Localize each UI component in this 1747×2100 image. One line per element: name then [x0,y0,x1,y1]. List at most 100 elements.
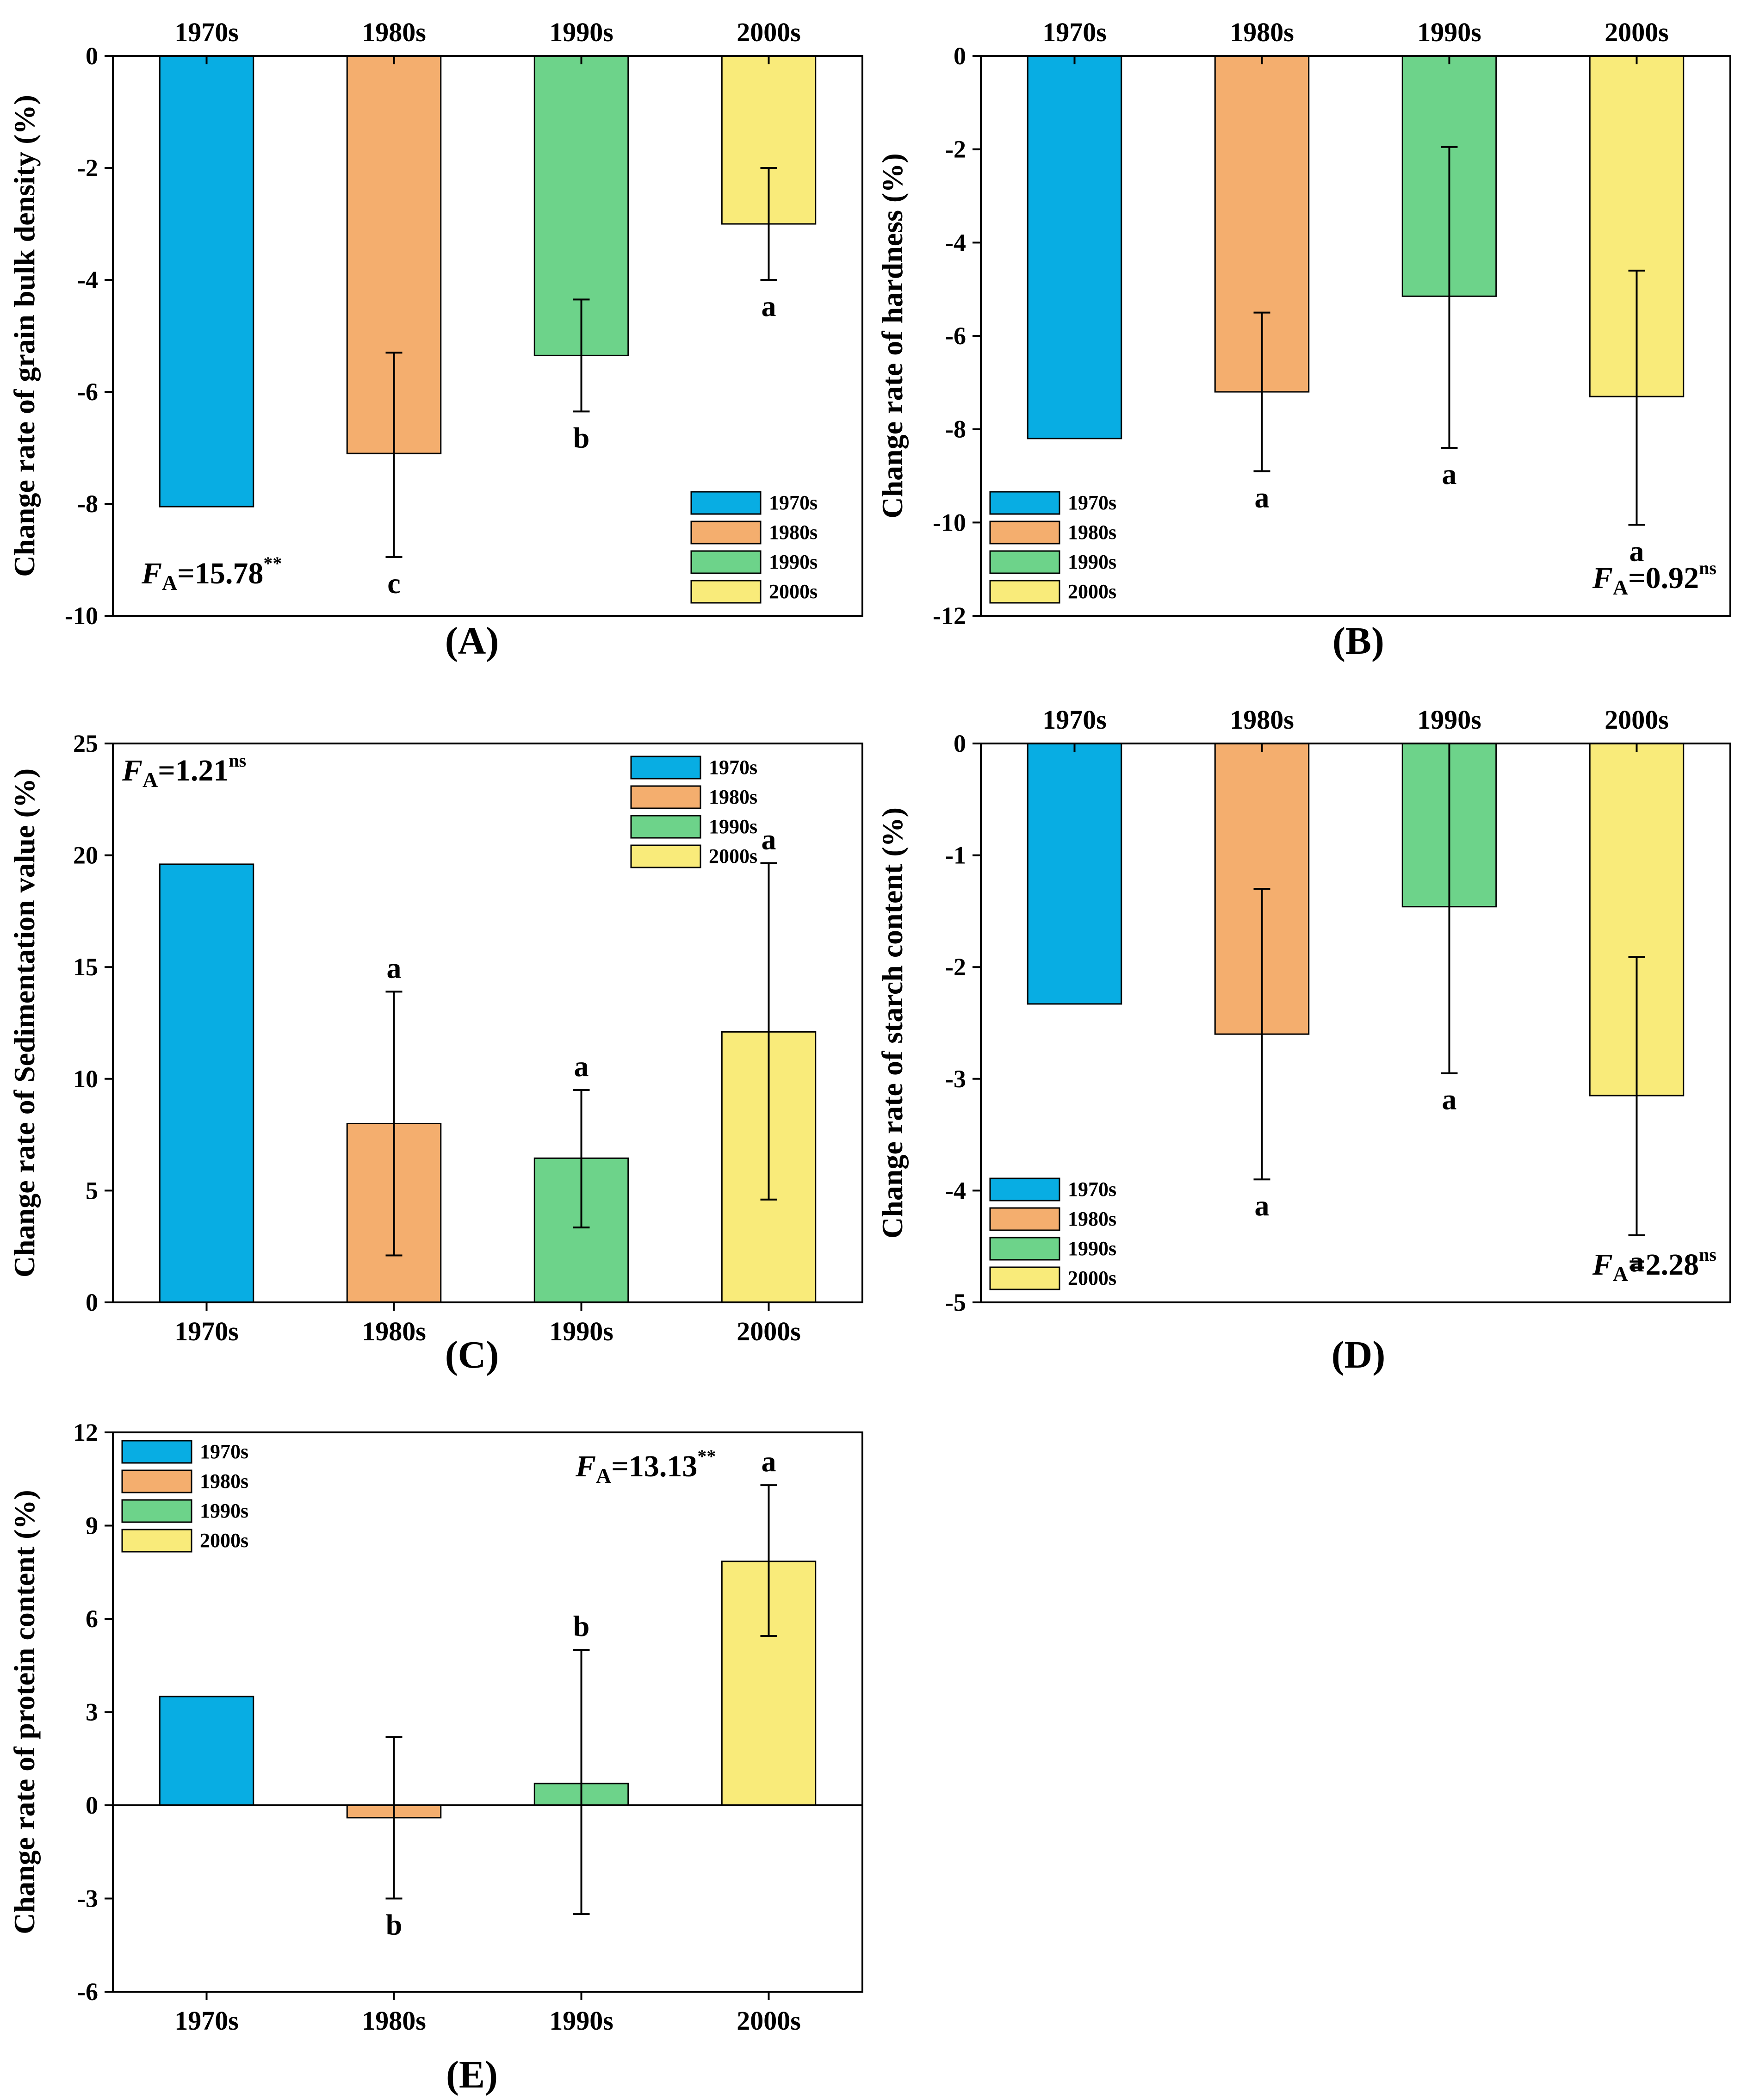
y-tick-label: -2 [945,136,966,163]
legend-swatch-1980s [630,785,701,809]
legend-label-1980s: 1980s [1068,521,1116,544]
legend-label-1990s: 1990s [1068,1237,1116,1260]
legend-label-1970s: 1970s [709,756,757,779]
y-tick-label: 25 [73,730,98,757]
significance-letter-1990s: a [1442,458,1457,490]
f-statistic: FA=0.92ns [1592,558,1716,599]
f-statistic: FA=13.13** [575,1446,716,1487]
error-bar-1980s [1253,888,1270,1181]
legend-label-2000s: 2000s [769,580,818,603]
legend-swatch-1980s [989,1207,1060,1231]
significance-letter-1980s: a [387,951,402,984]
legend-label-1990s: 1990s [709,815,757,838]
chart-panel-A: c b a 0 -2 -4 -6 -8 -10 1970s 1980s 1990s 2000s Chang… [8,17,863,663]
legend-label-1970s: 1970s [1068,1178,1116,1201]
y-tick-label: -4 [945,229,966,256]
legend-swatch-1970s [121,1440,192,1464]
y-tick-label: 15 [73,953,98,981]
x-tick-label-2000s: 2000s [737,2006,801,2036]
significance-letter-2000s: a [762,823,776,856]
x-tick-label-1990s: 1990s [549,1316,613,1346]
legend: 1970s 1980s 1990s 2000s [121,1440,248,1553]
legend-label-1990s: 1990s [1068,551,1116,573]
error-bar-1990s [573,1649,590,1915]
y-tick-label: 5 [86,1177,98,1204]
y-tick-label: -10 [933,508,966,536]
significance-letter-2000s: a [1629,534,1644,567]
x-tick-label-1990s: 1990s [1417,17,1481,47]
legend-label-2000s: 2000s [1068,1267,1116,1289]
legend-swatch-1990s [989,550,1060,574]
y-tick-label: -8 [77,490,98,518]
legend-label-1980s: 1980s [769,521,818,544]
bar-1970s [1027,55,1122,440]
y-tick-label: -3 [77,1885,98,1913]
legend-swatch-1970s [690,491,762,515]
x-tick-label-1970s: 1970s [174,1316,239,1346]
legend-swatch-2000s [989,580,1060,604]
error-bar-1980s [385,352,403,558]
legend: 1970s 1980s 1990s 2000s [630,756,757,868]
x-tick-label-2000s: 2000s [1605,17,1669,47]
significance-letter-2000s: a [1629,1245,1644,1278]
x-tick-label-1990s: 1990s [549,17,613,47]
chart-panel-E: b b a -6 -3 0 3 6 9 12 1970s 1980s 1990s 2000s Change … [8,1419,863,2096]
significance-letter-1990s: a [1442,1083,1457,1116]
error-bar-2000s [760,1484,777,1637]
legend-swatch-1990s [630,815,701,839]
x-tick-label-2000s: 2000s [737,17,801,47]
x-tick-label-1990s: 1990s [1417,705,1481,735]
x-tick-label-1980s: 1980s [362,2006,426,2036]
error-bar-2000s [1628,956,1645,1237]
y-tick-label: -10 [65,602,98,630]
significance-letter-1990s: b [573,1610,590,1642]
error-bar-2000s [760,862,777,1201]
significance-letter-1980s: a [1255,481,1270,514]
plot-frame [112,55,863,617]
error-bar-1980s [385,1736,403,1900]
significance-letter-1980s: c [387,567,400,600]
error-bar-1990s [573,298,590,413]
legend-swatch-1990s [690,550,762,574]
f-statistic: FA=15.78** [141,553,282,595]
x-tick-label-1970s: 1970s [174,17,239,47]
y-tick-label: -2 [945,953,966,981]
chart-panel-B: a a a 0 -2 -4 -6 -8 -10 -12 1970s 1980s 1990s 2000s Ch… [876,17,1731,663]
y-tick-label: -8 [945,415,966,443]
y-tick-label: -12 [933,602,966,630]
legend-label-2000s: 2000s [1068,580,1116,603]
y-tick-label: 0 [86,1288,98,1316]
bar-1970s [1027,743,1122,1005]
y-tick-label: -6 [77,1978,98,2006]
y-tick-label: 0 [86,1791,98,1819]
f-statistic: FA=1.21ns [122,750,246,792]
y-tick-label: 20 [73,842,98,869]
legend-swatch-2000s [690,580,762,604]
y-tick-label: -6 [945,322,966,350]
legend: 1970s 1980s 1990s 2000s [989,491,1116,604]
x-tick-label-1980s: 1980s [362,1316,426,1346]
bar-1970s [159,55,254,508]
legend-swatch-1970s [989,491,1060,515]
y-tick-label: -2 [77,154,98,182]
panel-label: (E) [446,2053,498,2096]
x-tick-label-1980s: 1980s [362,17,426,47]
y-tick-label: 0 [86,42,98,70]
y-axis-label: Change rate of protein content (%) [8,1490,41,1934]
legend-label-1990s: 1990s [769,551,818,573]
y-tick-label: 3 [86,1698,98,1726]
x-tick-label-2000s: 2000s [737,1316,801,1346]
legend-label-1980s: 1980s [1068,1208,1116,1230]
significance-letter-1980s: a [1255,1189,1270,1222]
bar-1970s [159,1696,254,1806]
error-bar-1980s [1253,311,1270,472]
legend-swatch-2000s [630,844,701,868]
y-tick-label: 9 [86,1512,98,1540]
legend-label-1980s: 1980s [200,1470,248,1493]
x-tick-label-1970s: 1970s [1042,705,1107,735]
y-tick-label: -4 [945,1177,966,1204]
plot-frame [112,743,863,1303]
x-tick-label-1980s: 1980s [1230,705,1294,735]
y-tick-label: 0 [954,42,966,70]
